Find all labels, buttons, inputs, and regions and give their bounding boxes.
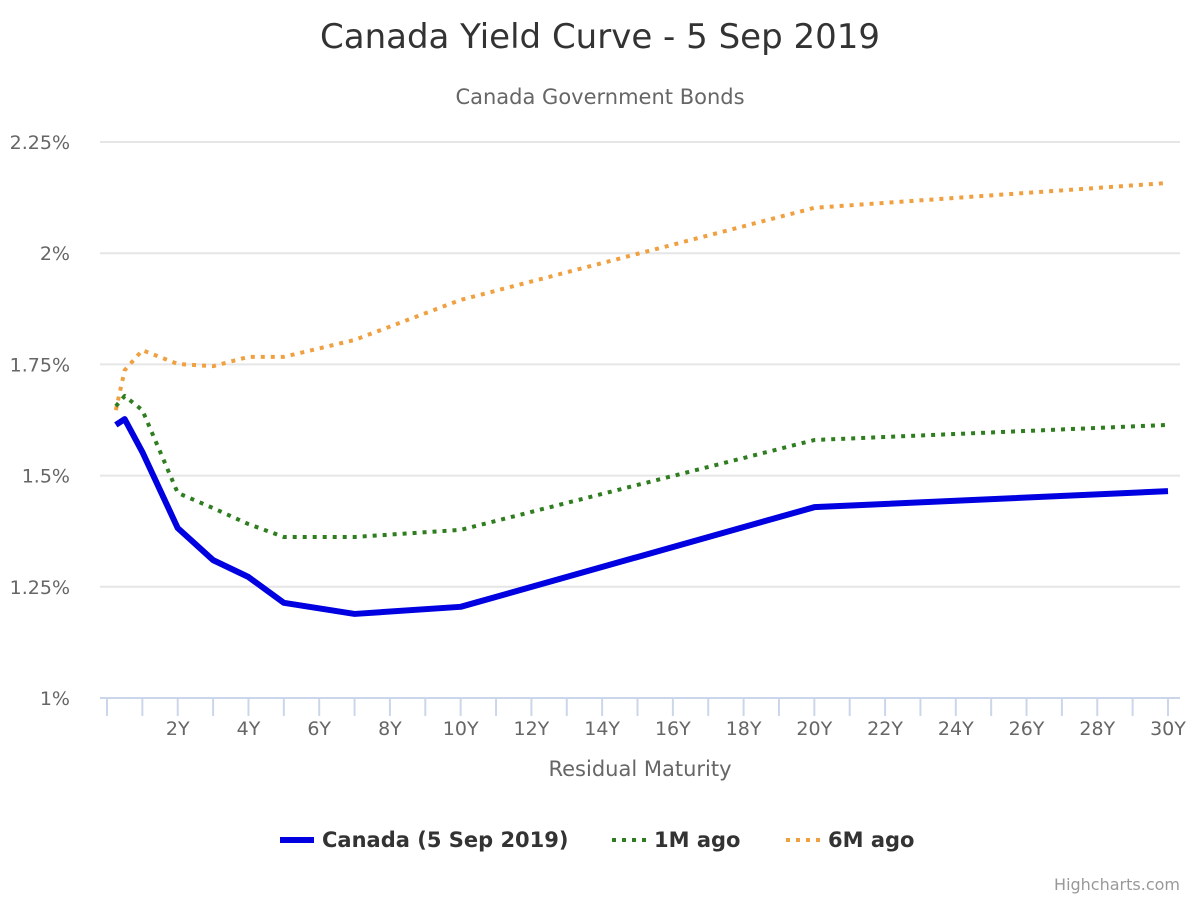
credits-link[interactable]: Highcharts.com	[1054, 875, 1180, 894]
x-tick-label: 14Y	[584, 718, 620, 740]
series-line-6m-ago	[113, 180, 1169, 411]
legend-label: 6M ago	[828, 828, 914, 852]
legend-label: Canada (5 Sep 2019)	[322, 828, 569, 852]
x-tick-label: 28Y	[1079, 718, 1115, 740]
y-tick-label: 1.75%	[10, 354, 70, 376]
y-tick-label: 2%	[40, 243, 70, 265]
x-tick-label: 6Y	[307, 718, 331, 740]
legend-item[interactable]: Canada (5 Sep 2019)	[280, 828, 569, 852]
legend-label: 1M ago	[654, 828, 740, 852]
x-tick-label: 18Y	[726, 718, 762, 740]
x-tick-label: 8Y	[378, 718, 402, 740]
x-tick-label: 2Y	[166, 718, 190, 740]
x-tick-label: 24Y	[938, 718, 974, 740]
x-tick-label: 20Y	[796, 718, 832, 740]
legend-item[interactable]: 6M ago	[786, 828, 914, 852]
x-tick-label: 10Y	[443, 718, 479, 740]
x-tick-label: 12Y	[514, 718, 550, 740]
y-tick-label: 1.25%	[10, 577, 70, 599]
x-tick-label: 30Y	[1150, 718, 1186, 740]
x-tick-label: 22Y	[867, 718, 903, 740]
legend-item[interactable]: 1M ago	[612, 828, 740, 852]
x-tick-label: 4Y	[237, 718, 261, 740]
x-tick-label: 26Y	[1009, 718, 1045, 740]
chart-subtitle: Canada Government Bonds	[455, 85, 744, 109]
x-axis-title: Residual Maturity	[548, 757, 731, 781]
chart-title: Canada Yield Curve - 5 Sep 2019	[320, 17, 880, 57]
y-tick-label: 1%	[40, 688, 70, 710]
x-tick-label: 16Y	[655, 718, 691, 740]
y-tick-label: 1.5%	[22, 466, 70, 488]
series-line-1m-ago	[114, 393, 1169, 539]
series-line-canada-5-sep-2019-	[114, 416, 1169, 617]
y-tick-label: 2.25%	[10, 132, 70, 154]
